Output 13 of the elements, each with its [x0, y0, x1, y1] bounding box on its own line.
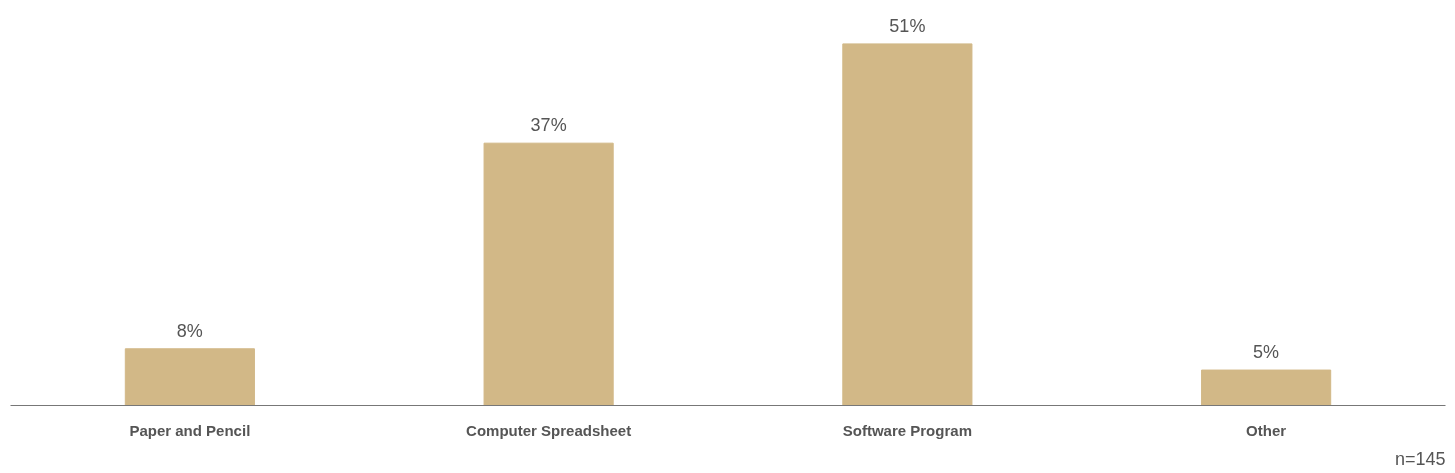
x-tick-label: Computer Spreadsheet — [466, 421, 632, 439]
x-tick-label: Paper and Pencil — [129, 421, 251, 439]
bar — [842, 43, 973, 406]
data-label: 37% — [530, 115, 567, 136]
x-tick-label: Other — [1246, 421, 1287, 439]
text: n=145 — [1394, 448, 1446, 469]
bar — [1201, 369, 1332, 406]
data-label: 51% — [889, 15, 926, 36]
x-tick-label: Software Program — [842, 421, 972, 439]
data-label: 5% — [1253, 342, 1280, 363]
bar — [124, 348, 255, 406]
data-label: 8% — [176, 320, 203, 341]
bar — [483, 142, 614, 406]
